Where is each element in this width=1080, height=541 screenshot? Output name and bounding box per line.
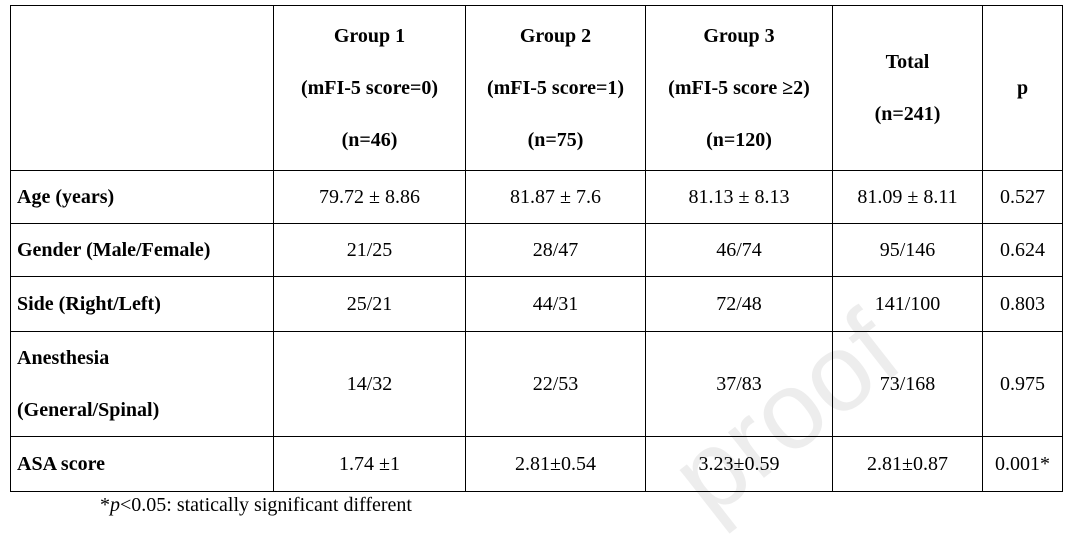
header-cell: Total (n=241): [832, 5, 983, 171]
value-cell: 1.74 ±1: [273, 436, 466, 492]
value-cell: 141/100: [832, 276, 983, 332]
value-cell: 25/21: [273, 276, 466, 332]
value-cell: 0.001*: [982, 436, 1063, 492]
row-label: Anesthesia (General/Spinal): [10, 331, 274, 437]
value-cell: 73/168: [832, 331, 983, 437]
value-cell: 0.803: [982, 276, 1063, 332]
footnote-symbol: p: [110, 494, 120, 516]
table-row: Side (Right/Left) 25/21 44/31 72/48 141/100 0…: [10, 276, 1063, 332]
header-cell: Group 1 (mFI-5 score=0) (n=46): [273, 5, 466, 171]
value-cell: 28/47: [465, 223, 646, 277]
header-cell: p: [982, 5, 1063, 171]
value-cell: 0.975: [982, 331, 1063, 437]
header-line: Group 3: [703, 25, 775, 47]
value-cell: 72/48: [645, 276, 833, 332]
label-line: Age (years): [17, 186, 115, 208]
table-row: ASA score 1.74 ±1 2.81±0.54 3.23±0.59 2.81±0…: [10, 436, 1063, 492]
value-cell: 81.87 ± 7.6: [465, 170, 646, 224]
header-line: Total: [885, 51, 930, 73]
header-line: Group 2: [519, 25, 592, 47]
row-label: Age (years): [10, 170, 274, 224]
value-cell: 2.81±0.87: [832, 436, 983, 492]
value-cell: 95/146: [832, 223, 983, 277]
value-cell: 81.13 ± 8.13: [645, 170, 833, 224]
data-table: Group 1 (mFI-5 score=0) (n=46) Group 2 (mFI-…: [10, 5, 1063, 492]
value-cell: 0.624: [982, 223, 1063, 277]
footnote-text: <0.05: statically significant different: [120, 494, 412, 516]
value-cell: 3.23±0.59: [645, 436, 833, 492]
label-line: (General/Spinal): [17, 399, 160, 421]
header-line: (n=75): [527, 129, 584, 151]
value-cell: 22/53: [465, 331, 646, 437]
value-cell: 81.09 ± 8.11: [832, 170, 983, 224]
value-cell: 21/25: [273, 223, 466, 277]
label-line: ASA score: [17, 453, 105, 475]
table-row: Gender (Male/Female) 21/25 28/47 46/74 95/14…: [10, 223, 1063, 277]
footnote-mark: *: [100, 494, 110, 516]
table-row: Anesthesia (General/Spinal) 14/32 22/53 37/8…: [10, 331, 1063, 437]
page: proof Group 1 (mFI-5 score=0) (n=46) Group …: [10, 5, 1063, 540]
value-cell: 14/32: [273, 331, 466, 437]
header-line: p: [1016, 77, 1029, 99]
corner-cell: [10, 5, 274, 171]
row-label: Side (Right/Left): [10, 276, 274, 332]
row-label: ASA score: [10, 436, 274, 492]
value-cell: 0.527: [982, 170, 1063, 224]
value-cell: 44/31: [465, 276, 646, 332]
header-cell: Group 3 (mFI-5 score ≥2) (n=120): [645, 5, 833, 171]
footnote: *p<0.05: statically significant differen…: [100, 494, 412, 517]
header-line: (mFI-5 score=0): [300, 77, 439, 99]
value-cell: 79.72 ± 8.86: [273, 170, 466, 224]
row-label: Gender (Male/Female): [10, 223, 274, 277]
value-cell: 2.81±0.54: [465, 436, 646, 492]
header-line: (n=46): [341, 129, 398, 151]
header-line: (n=241): [874, 103, 941, 125]
label-line: Gender (Male/Female): [17, 239, 211, 261]
header-line: Group 1: [333, 25, 406, 47]
header-cell: Group 2 (mFI-5 score=1) (n=75): [465, 5, 646, 171]
label-line: Anesthesia: [17, 347, 110, 369]
table-row: Age (years) 79.72 ± 8.86 81.87 ± 7.6 81.13 …: [10, 170, 1063, 224]
header-line: (mFI-5 score ≥2): [668, 77, 810, 99]
header-line: (n=120): [706, 129, 772, 151]
label-line: Side (Right/Left): [17, 293, 161, 315]
value-cell: 37/83: [645, 331, 833, 437]
header-line: (mFI-5 score=1): [486, 77, 625, 99]
value-cell: 46/74: [645, 223, 833, 277]
